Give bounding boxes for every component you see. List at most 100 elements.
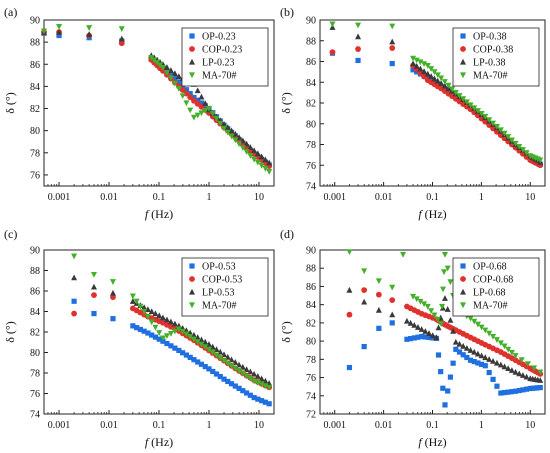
data-point [194, 339, 201, 345]
data-point [486, 356, 493, 362]
data-point [86, 25, 93, 31]
data-point [471, 105, 478, 112]
x-axis-title-unit: (Hz) [422, 207, 447, 221]
data-point [228, 381, 235, 387]
data-point [441, 269, 448, 276]
data-point [361, 298, 368, 305]
data-point [118, 35, 125, 42]
data-point [167, 67, 174, 73]
data-point [438, 369, 444, 375]
y-tick-label: 86 [306, 282, 316, 293]
data-point [195, 97, 201, 103]
data-point [512, 388, 519, 394]
x-tick-label: 0.001 [48, 420, 71, 431]
data-point [90, 283, 97, 290]
data-point [346, 249, 353, 256]
data-point [490, 120, 497, 127]
data-point [109, 279, 116, 285]
data-point [243, 373, 250, 380]
data-point [410, 67, 416, 73]
data-point [236, 141, 243, 148]
data-point [508, 137, 515, 144]
data-point [71, 274, 78, 281]
data-point [198, 110, 205, 117]
y-tick-label: 76 [306, 373, 316, 384]
data-point [172, 76, 178, 82]
data-point [183, 352, 190, 358]
data-point [266, 159, 273, 166]
data-point [428, 66, 435, 72]
data-point [456, 93, 463, 99]
data-point [418, 326, 425, 332]
data-point [141, 308, 148, 315]
x-tick-label: 10 [254, 420, 264, 431]
data-point [516, 387, 522, 394]
data-point [221, 376, 227, 382]
data-point [251, 378, 258, 385]
data-point [447, 316, 454, 323]
data-point [411, 321, 418, 328]
data-point [493, 337, 500, 343]
data-point [434, 77, 441, 84]
x-tick-label: 0.1 [426, 420, 439, 431]
data-point [422, 328, 429, 334]
data-point [129, 293, 136, 300]
data-point [194, 334, 201, 340]
data-point [421, 301, 428, 308]
data-point [490, 376, 496, 382]
y-tick-label: 78 [30, 369, 40, 380]
data-point [389, 284, 396, 291]
data-point [144, 314, 151, 320]
data-point [486, 369, 492, 376]
legend-entry: COP-0.68 [473, 275, 513, 286]
data-point [259, 398, 265, 404]
data-point [524, 361, 531, 368]
data-point [355, 46, 361, 52]
data-point [505, 365, 512, 372]
data-point [426, 334, 432, 341]
y-tick-label: 82 [30, 328, 40, 339]
data-point [198, 336, 205, 343]
x-axis-title: f (Hz) [418, 207, 446, 221]
data-point [159, 64, 166, 71]
y-tick-label: 82 [306, 99, 316, 110]
data-point [198, 100, 205, 106]
data-point [247, 392, 253, 398]
data-point [213, 352, 220, 359]
y-tick-label: 90 [30, 246, 40, 257]
data-point [417, 65, 424, 72]
data-point [389, 297, 396, 304]
data-point [247, 368, 254, 375]
legend: OP-0.23 COP-0.23 LP-0.23 MA-70# [181, 27, 269, 87]
y-tick-label: 80 [30, 126, 40, 137]
x-tick-label: 0.001 [323, 192, 346, 203]
data-point [187, 94, 194, 101]
x-tick-label: 10 [254, 192, 264, 203]
data-point [221, 120, 228, 127]
data-point [232, 365, 239, 372]
data-point [133, 298, 140, 305]
data-point [194, 87, 201, 94]
data-point [243, 140, 250, 147]
data-point [424, 70, 431, 77]
data-point [537, 384, 543, 391]
data-point [191, 357, 197, 363]
y-tick-label: 86 [306, 57, 316, 68]
legend-marker [460, 263, 466, 269]
data-point [157, 62, 164, 69]
data-point [175, 86, 182, 92]
data-point [433, 334, 440, 341]
data-point [145, 330, 151, 336]
series-ma [329, 21, 544, 164]
data-point [71, 310, 77, 317]
panel-d: 72 74 76 78 80 82 84 86 88 90 0.001 0.01 0.1 1 10 (d) δ … [279, 227, 546, 449]
y-tick-label: 82 [306, 318, 316, 329]
legend-marker [460, 33, 466, 39]
data-point [429, 332, 436, 339]
data-point [239, 370, 246, 377]
data-point [171, 80, 178, 87]
y-tick-label: 86 [30, 60, 40, 71]
data-point [497, 127, 504, 134]
data-point [471, 359, 477, 365]
y-tick-label: 80 [306, 337, 316, 348]
